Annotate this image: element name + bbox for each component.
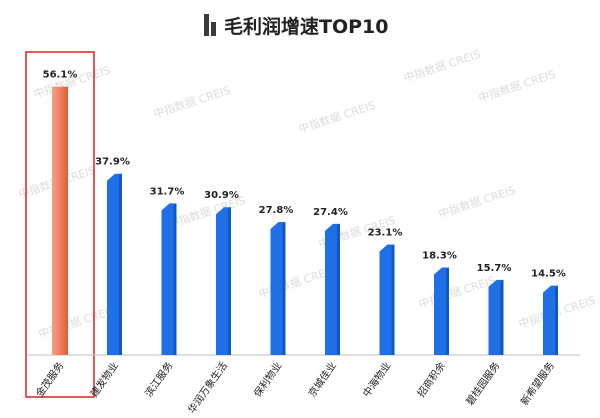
category-label: 建发物业 [87,359,121,399]
bar-side [119,173,122,355]
bar-2 [107,173,122,355]
bar-7 [379,244,395,355]
bar-shape [216,207,231,355]
bar-shape [543,285,558,355]
category-label: 保利物业 [251,359,285,399]
bar-side [337,223,340,355]
value-label: 37.9% [95,157,130,168]
watermark-text: 中指数据 CREIS [477,67,557,105]
category-label: 中海物业 [360,359,394,399]
bar-side [173,203,177,355]
value-label: 18.3% [422,250,457,261]
bar-10 [543,285,558,355]
category-label: 京城佳业 [305,359,339,399]
bar-4 [216,207,231,355]
value-label: 15.7% [477,263,512,274]
bar-5 [270,222,286,355]
category-label: 滨江服务 [142,359,176,399]
bar-shape [270,222,286,355]
value-label: 56.1% [43,70,78,81]
value-label: 27.8% [259,205,294,216]
title-icon [204,14,216,36]
bar-side [228,207,231,355]
value-label: 27.4% [313,207,348,218]
watermark-text: 中指数据 CREIS [257,263,337,301]
bar-9 [488,279,504,355]
watermark-text: 中指数据 CREIS [32,63,112,101]
watermark-text: 中指数据 CREIS [297,98,377,136]
category-label: 招商积余 [414,359,448,399]
bar-shape [379,244,395,355]
value-label: 30.9% [204,190,239,201]
bar-6 [325,223,340,355]
chart-title: 毛利润增速TOP10 [224,15,388,38]
bar-shape [325,223,340,355]
value-label: 23.1% [368,228,403,239]
category-label: 新希望服务 [518,359,557,407]
category-label: 金茂服务 [33,359,67,399]
bar-side [500,279,504,355]
bar-3 [161,203,177,355]
bar-side [446,267,449,355]
bar-8 [434,267,449,355]
bar-shape [107,173,122,355]
bar-side [282,222,286,355]
bar-shape [161,203,177,355]
category-labels: 金茂服务 建发物业 滨江服务 华润万象生活 保利物业 京城佳业 中海物业 招商积余 碧桂园服务新… [33,359,557,416]
value-labels: 56.1% 37.9% 31.7% 30.9% 27.8% 27.4% 23.1% 18.3%… [43,70,566,280]
watermark-text: 中指数据 CREIS [417,273,497,311]
watermark-text: 中指数据 CREIS [37,303,117,341]
watermark-text: 中指数据 CREIS [152,83,232,121]
watermark-text: 中指数据 CREIS [437,183,517,221]
bar-side [391,244,395,355]
category-label: 碧桂园服务 [463,359,502,407]
category-label: 华润万象生活 [185,359,230,416]
bars [52,86,558,355]
value-label: 31.7% [150,186,185,197]
bar-side [555,285,558,355]
bar-shape [488,279,504,355]
bar-shape [434,267,449,355]
bar-shape [52,86,68,355]
highlight-box [25,51,95,398]
bar-1 [52,86,68,355]
value-label: 14.5% [531,269,566,280]
watermark-text: 中指数据 CREIS [402,47,482,85]
